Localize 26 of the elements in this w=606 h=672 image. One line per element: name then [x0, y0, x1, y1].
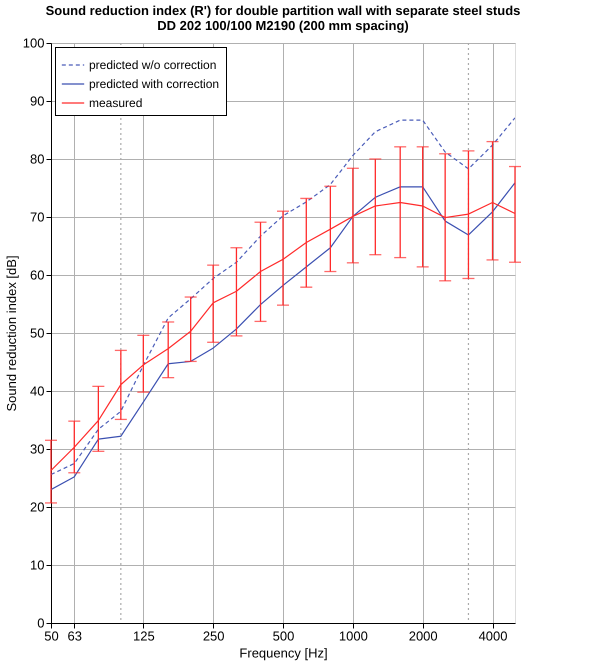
y-tick-label: 30 [30, 442, 44, 456]
line-series [51, 117, 515, 476]
legend-label: predicted w/o correction [89, 58, 216, 72]
x-tick-label: 1000 [338, 628, 368, 644]
y-tick-label: 90 [30, 94, 44, 108]
x-tick-label: 4000 [478, 628, 508, 644]
x-tick-label: 500 [272, 628, 294, 644]
y-tick-label: 0 [37, 616, 44, 630]
y-tick-label: 60 [30, 268, 44, 282]
x-tick-label: 125 [132, 628, 155, 644]
x-tick-label: 50 [44, 628, 59, 644]
y-tick-label: 20 [30, 500, 44, 514]
y-tick-label: 70 [30, 210, 44, 224]
legend-label: measured [89, 96, 142, 110]
y-tick-label: 100 [22, 36, 44, 50]
x-tick-label: 2000 [408, 628, 438, 644]
chart-title: Sound reduction index (R') for double partition wall with separate steel studs DD 202 100/100 M2190 (200 mm spacing) [46, 3, 520, 33]
legend-label: predicted with correction [89, 77, 220, 91]
y-axis-title: Sound reduction index [dB] [4, 255, 19, 412]
x-tick-label: 250 [202, 628, 225, 644]
y-tick-label: 50 [30, 326, 44, 340]
x-tick-label: 63 [68, 628, 82, 644]
y-tick-label: 40 [30, 384, 44, 398]
y-tick-label: 10 [30, 558, 44, 572]
y-tick-label: 80 [30, 152, 44, 166]
x-axis-title: Frequency [Hz] [239, 646, 328, 660]
